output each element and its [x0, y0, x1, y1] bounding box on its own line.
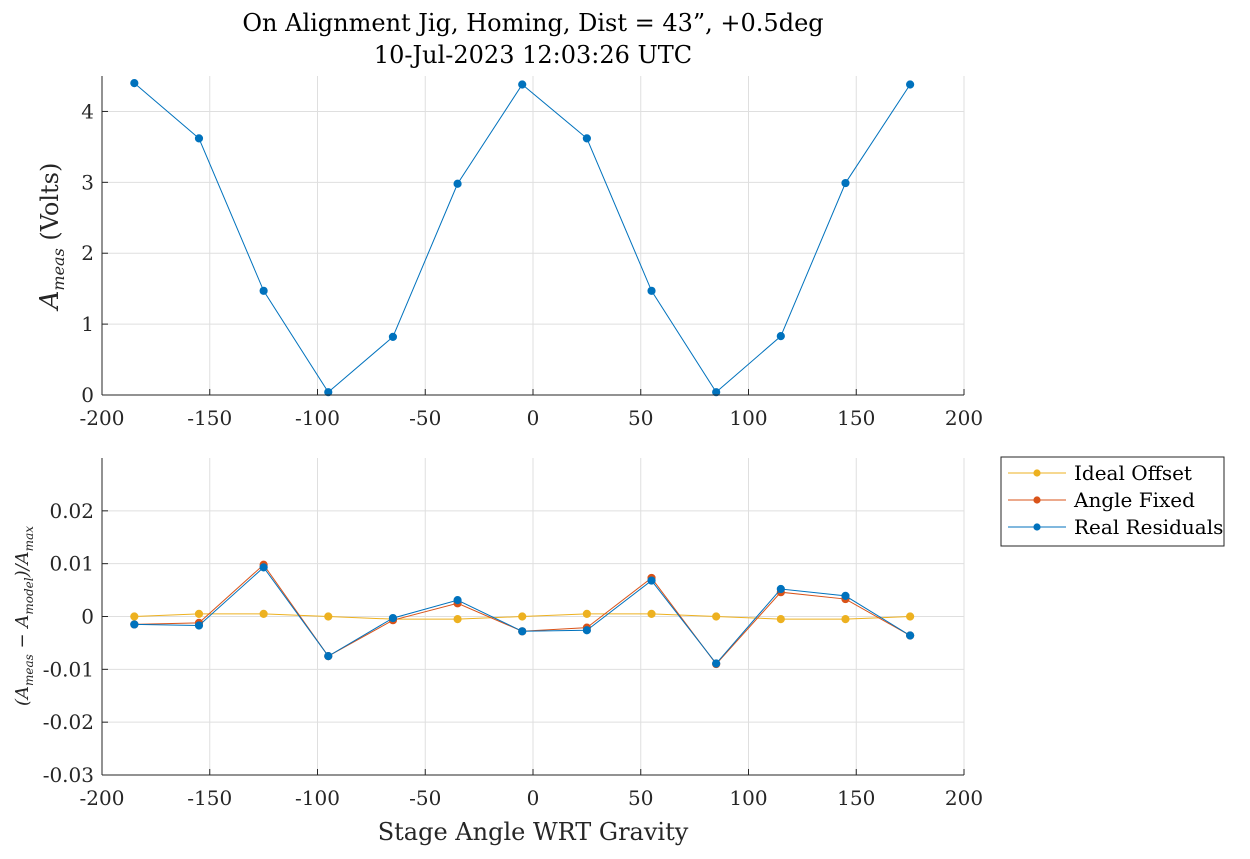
top-series-0-point	[776, 332, 785, 341]
bottom-axes	[101, 458, 965, 776]
legend-swatch-marker	[1033, 469, 1041, 477]
bot-ideal-offset-point	[518, 612, 527, 621]
bot-ideal-offset-point	[453, 615, 462, 624]
top-tick-labels: -200 -150 -100 -50 0 50 100 150 200 0 1 2 3 4	[80, 99, 984, 430]
bottom-plot: -200 -150 -100 -50 0 50 100 150 200 -0.03 -0.02 -0.…	[12, 458, 983, 846]
bot-real-residuals-point	[582, 626, 591, 635]
top-x-tick-label: -100	[295, 406, 340, 430]
top-x-tick-label: 150	[837, 406, 875, 430]
top-series-group	[130, 78, 915, 397]
legend-item-angle-fixed: Angle Fixed	[1008, 488, 1195, 512]
bot-real-residuals-point	[388, 613, 398, 623]
bot-real-residuals-point	[776, 584, 785, 594]
bot-ideal-offset-point	[324, 612, 333, 621]
top-series-0-point	[259, 286, 268, 295]
bot-real-residuals-point	[712, 659, 721, 668]
bot-ideal-offset-point	[906, 612, 915, 621]
bot-y-tick-label: -0.03	[43, 763, 94, 787]
bottom-series-group	[130, 560, 915, 669]
top-y-tick-label: 4	[81, 99, 94, 123]
bot-x-tick-label: 50	[628, 786, 653, 810]
bot-real-residuals-point	[841, 591, 850, 600]
top-x-tick-label: 0	[527, 406, 540, 430]
top-x-tick-label: -50	[409, 406, 441, 430]
top-grid	[101, 76, 965, 396]
top-series-0-point	[712, 388, 721, 397]
legend-item-ideal-offset: Ideal Offset	[1008, 461, 1192, 485]
top-series-0-point	[518, 80, 527, 89]
bot-x-tick-label: 150	[837, 786, 875, 810]
bot-y-tick-label: 0.02	[49, 499, 94, 523]
top-series-0-line	[134, 82, 911, 393]
top-x-tick-label: 200	[945, 406, 983, 430]
top-x-tick-label: -150	[187, 406, 232, 430]
top-series-0-point	[841, 178, 850, 188]
bot-ideal-offset-point	[582, 609, 591, 618]
bottom-y-axis-label: (Ameas − Amodel)/Amax	[12, 526, 36, 706]
bot-x-tick-label: 200	[945, 786, 983, 810]
legend: Ideal Offset Angle Fixed Real Residuals	[1000, 456, 1225, 547]
top-series-0-point	[388, 332, 398, 341]
bot-x-tick-label: 100	[729, 786, 767, 810]
top-y-axis-label: Ameas (Volts)	[35, 163, 68, 312]
bot-real-residuals-point	[259, 563, 268, 572]
bot-ideal-offset-point	[647, 609, 656, 618]
bot-y-tick-label: 0.01	[49, 552, 94, 576]
top-plot: -200 -150 -100 -50 0 50 100 150 200 0 1 2 3 4 Ameas (…	[35, 76, 983, 430]
legend-swatch-marker	[1033, 523, 1041, 531]
bot-ideal-offset-point	[194, 609, 204, 618]
bot-real-residuals-point	[194, 621, 204, 630]
bot-x-tick-label: -200	[80, 786, 125, 810]
top-x-tick-label: -200	[80, 406, 125, 430]
legend-label: Angle Fixed	[1073, 488, 1195, 512]
top-series-0-point	[324, 388, 333, 397]
bot-real-residuals-point	[324, 652, 333, 661]
bot-y-tick-label: 0	[81, 605, 94, 629]
bottom-tick-labels: -200 -150 -100 -50 0 50 100 150 200 -0.03 -0.02 -0.…	[43, 499, 983, 810]
top-x-tick-label: 100	[729, 406, 767, 430]
bot-ideal-offset-point	[776, 615, 785, 624]
bot-ideal-offset-point	[130, 612, 139, 621]
bot-real-residuals-point	[453, 596, 462, 605]
chart-subtitle: 10-Jul-2023 12:03:26 UTC	[374, 41, 692, 69]
bot-ideal-offset-point	[259, 609, 268, 618]
top-series-0-point	[453, 179, 462, 188]
bottom-x-axis-label: Stage Angle WRT Gravity	[378, 818, 689, 846]
bot-x-tick-label: -150	[187, 786, 232, 810]
legend-label: Ideal Offset	[1074, 461, 1192, 485]
bot-y-tick-label: -0.01	[43, 657, 94, 681]
top-series-0-point	[647, 286, 656, 295]
chart-title: On Alignment Jig, Homing, Dist = 43”, +0…	[242, 9, 823, 37]
top-y-tick-label: 2	[81, 241, 94, 265]
bot-ideal-offset-point	[841, 615, 850, 624]
legend-item-real-residuals: Real Residuals	[1008, 515, 1223, 539]
bot-real-residuals-point	[647, 576, 656, 585]
top-series-0-point	[130, 78, 139, 88]
bot-real-residuals-point	[906, 631, 915, 640]
top-series-0-point	[194, 134, 204, 143]
bot-y-tick-label: -0.02	[43, 710, 94, 734]
bot-x-tick-label: -100	[295, 786, 340, 810]
top-axes	[101, 76, 965, 396]
top-series-0-point	[582, 134, 591, 143]
bot-real-residuals-point	[518, 627, 527, 636]
bot-real-residuals-point	[130, 620, 139, 629]
bot-x-tick-label: -50	[409, 786, 441, 810]
top-series-0-point	[906, 80, 915, 89]
top-y-tick-label: 1	[81, 312, 94, 336]
bot-x-tick-label: 0	[527, 786, 540, 810]
legend-label: Real Residuals	[1074, 515, 1223, 539]
bot-ideal-offset-point	[712, 612, 721, 621]
legend-swatch-marker	[1033, 496, 1041, 504]
top-y-tick-label: 0	[81, 383, 94, 407]
top-y-tick-label: 3	[81, 170, 94, 194]
top-x-tick-label: 50	[628, 406, 653, 430]
